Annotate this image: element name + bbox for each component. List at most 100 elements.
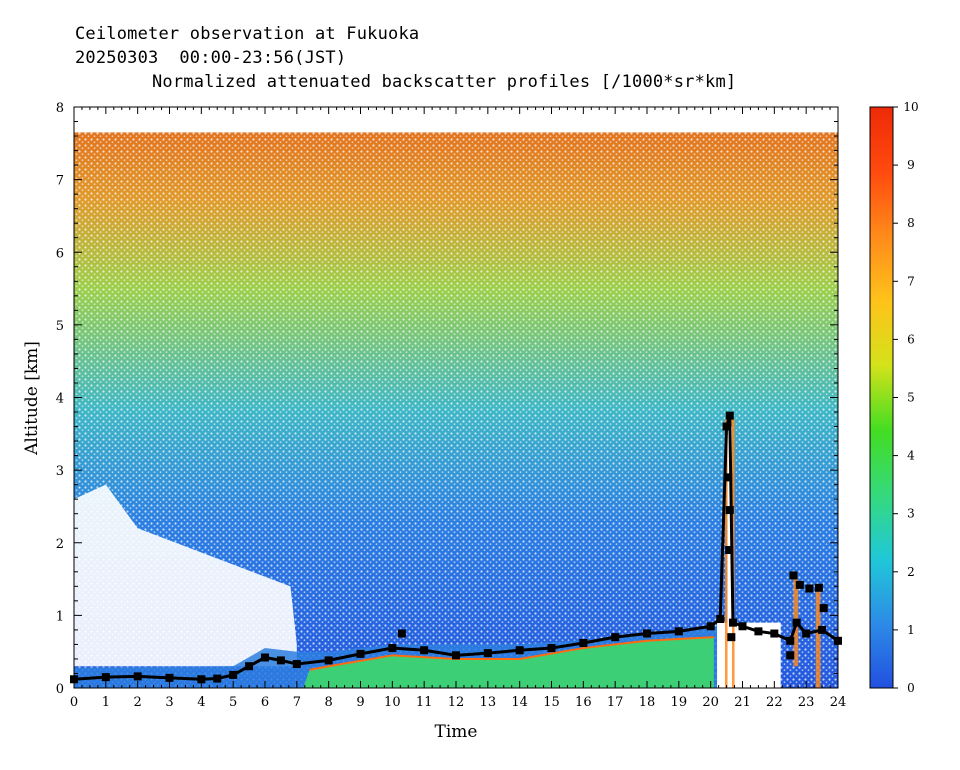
x-tick-label: 1 xyxy=(102,695,110,710)
cloud-base-point xyxy=(754,627,763,636)
cloud-base-point xyxy=(786,651,795,660)
cloud-base-point xyxy=(388,644,397,653)
aerosol-top-edge xyxy=(309,636,714,671)
x-tick: 24 xyxy=(830,107,847,710)
cloud-base-point xyxy=(716,615,725,624)
x-tick: 9 xyxy=(356,107,385,710)
cloud-base-point xyxy=(674,627,683,636)
colorbar-tick-label: 3 xyxy=(907,507,915,521)
cloud-base-point xyxy=(727,633,736,642)
x-tick-label: 3 xyxy=(165,695,173,710)
x-tick: 12 xyxy=(448,107,481,710)
colorbar-tick: 10 xyxy=(893,100,919,114)
y-tick: 4 xyxy=(56,338,838,407)
x-tick-label: 15 xyxy=(543,695,560,710)
x-tick: 4 xyxy=(197,107,226,710)
y-tick: 5 xyxy=(56,266,838,334)
cloud-base-point xyxy=(725,546,734,555)
x-tick-label: 7 xyxy=(293,695,301,710)
x-tick-label: 20 xyxy=(702,695,719,710)
colorbar-tick-label: 5 xyxy=(907,391,915,405)
y-tick-label: 8 xyxy=(56,101,64,116)
x-tick-label: 0 xyxy=(70,695,78,710)
colorbar-tick-label: 2 xyxy=(907,565,915,579)
cloud-base-point xyxy=(770,629,779,638)
y-tick-label: 4 xyxy=(56,392,64,407)
cloud-base-point xyxy=(547,644,556,653)
x-tick-label: 9 xyxy=(356,695,364,710)
cloud-base-point xyxy=(397,629,406,638)
y-tick-label: 7 xyxy=(56,174,64,189)
x-tick-label: 11 xyxy=(416,695,433,710)
x-tick-label: 24 xyxy=(830,695,847,710)
colorbar: 0 1 2 3 4 5 6 7 8 9 10 xyxy=(869,100,919,695)
y-tick-label: 0 xyxy=(56,682,64,697)
y-tick: 6 xyxy=(56,193,838,261)
cloud-base-point xyxy=(818,625,827,634)
x-tick: 10 xyxy=(384,107,417,710)
cloud-base-point xyxy=(245,662,254,671)
x-tick: 8 xyxy=(325,107,354,710)
x-tick-label: 17 xyxy=(607,695,624,710)
y-tick: 8 xyxy=(56,101,838,116)
cloud-base-point xyxy=(292,660,301,669)
x-tick: 14 xyxy=(511,107,545,710)
x-tick-label: 2 xyxy=(134,695,142,710)
x-tick: 11 xyxy=(416,107,449,710)
colorbar-tick-label: 1 xyxy=(907,623,915,637)
chart-title-date: 20250303 00:00-23:56(JST) xyxy=(75,48,347,68)
y-tick-label: 1 xyxy=(56,609,64,624)
y-tick-label: 5 xyxy=(56,319,64,334)
x-tick: 1 xyxy=(102,107,131,710)
y-tick-label: 6 xyxy=(56,246,64,261)
y-tick-label: 2 xyxy=(56,537,64,552)
x-tick: 13 xyxy=(480,107,513,710)
cloud-base-point xyxy=(795,580,804,589)
cloud-base-point xyxy=(611,633,620,642)
cloud-base-point xyxy=(324,656,333,665)
x-tick: 3 xyxy=(165,107,194,710)
x-tick-label: 12 xyxy=(448,695,465,710)
cloud-base-point xyxy=(276,656,285,665)
plot-area xyxy=(70,132,842,688)
colorbar-tick-label: 0 xyxy=(907,681,915,695)
cloud-base-point xyxy=(728,618,737,627)
colorbar-tick: 2 xyxy=(893,565,915,579)
x-tick-label: 21 xyxy=(734,695,751,710)
cloud-base-point xyxy=(452,651,460,660)
cloud-base-point xyxy=(420,646,429,655)
cloud-base-point xyxy=(725,411,734,420)
colorbar-tick: 1 xyxy=(893,623,915,637)
cloud-column xyxy=(815,586,821,688)
cloud-base-point xyxy=(101,673,110,682)
x-tick-label: 16 xyxy=(575,695,592,710)
colorbar-tick: 3 xyxy=(893,507,915,521)
colorbar-tick-label: 4 xyxy=(907,449,915,463)
x-tick: 21 xyxy=(734,107,767,710)
colorbar-tick: 5 xyxy=(893,391,915,405)
x-tick-label: 22 xyxy=(766,695,783,710)
cloud-base-point xyxy=(356,649,365,658)
cloud-base-point xyxy=(213,674,222,683)
x-tick: 15 xyxy=(543,107,576,710)
colorbar-tick: 0 xyxy=(893,681,915,695)
cloud-column-core xyxy=(727,426,732,688)
x-tick: 20 xyxy=(702,107,736,710)
colorbar-tick: 4 xyxy=(893,449,915,463)
x-tick-label: 23 xyxy=(798,695,815,710)
aerosol-layer xyxy=(303,637,714,688)
cloud-base-point xyxy=(786,636,795,645)
x-tick-label: 18 xyxy=(639,695,656,710)
x-tick-label: 14 xyxy=(511,695,528,710)
x-tick-label: 4 xyxy=(197,695,205,710)
colorbar-tick: 7 xyxy=(893,274,915,288)
cloud-base-point xyxy=(725,506,734,515)
cloud-base-point xyxy=(792,618,801,627)
x-tick-label: 10 xyxy=(384,695,401,710)
x-tick: 2 xyxy=(134,107,163,710)
x-tick: 22 xyxy=(766,107,799,710)
chart-title-station: Ceilometer observation at Fukuoka xyxy=(75,24,420,44)
colorbar-tick: 9 xyxy=(893,158,915,172)
cloud-base-point xyxy=(197,675,206,684)
axes: 0 1 2 3 4 5 6 7 8 9 10 11 12 13 14 15 16 17 18 19 20 21 22 23 24… xyxy=(56,101,847,710)
